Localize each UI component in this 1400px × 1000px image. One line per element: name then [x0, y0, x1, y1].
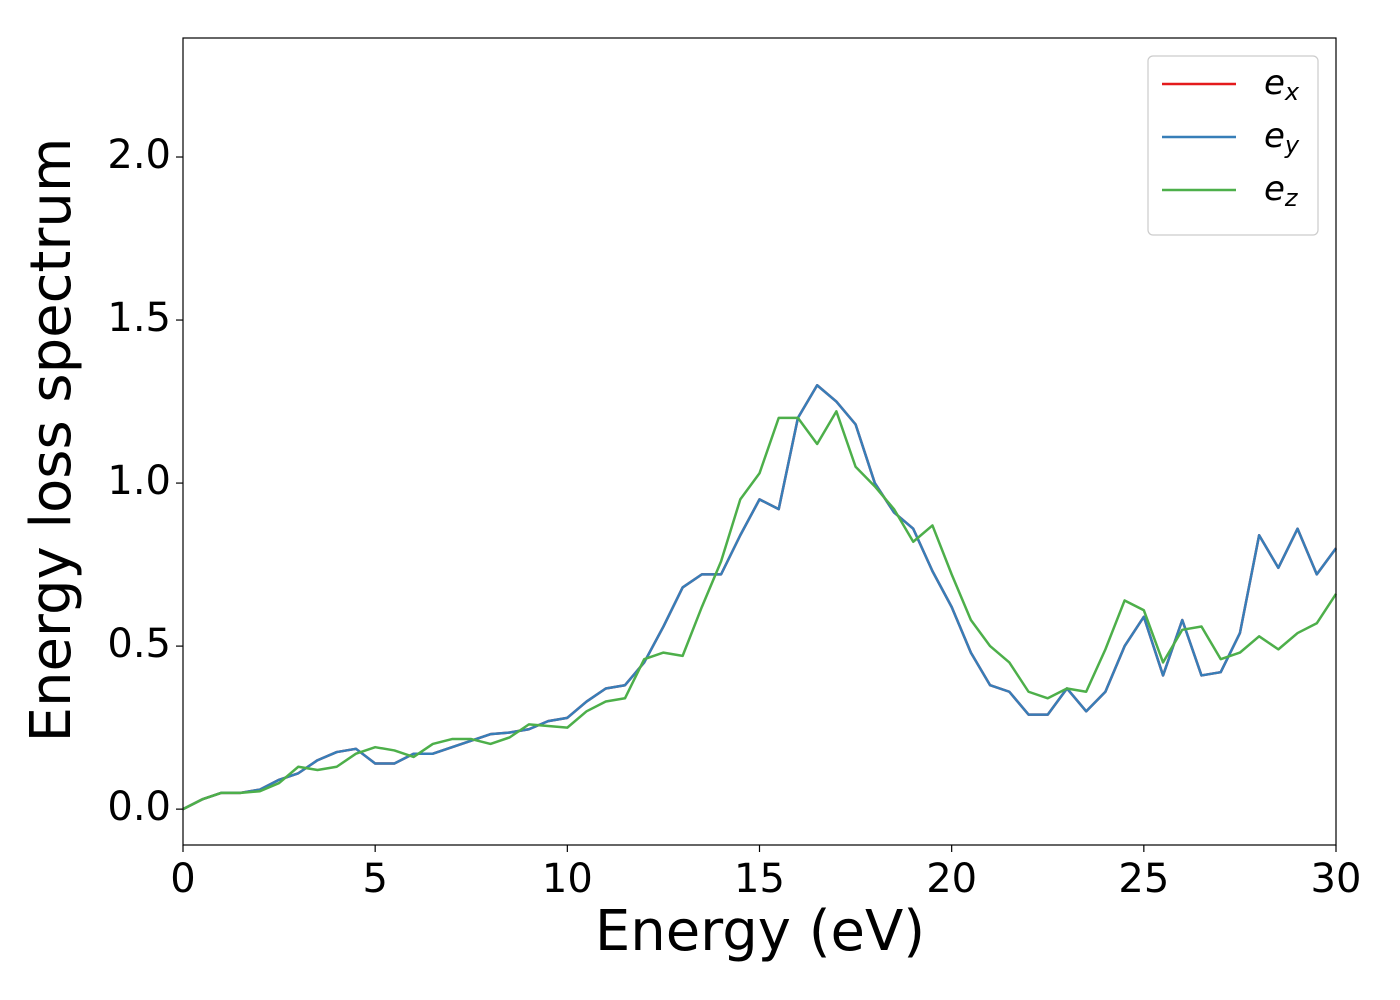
x-tick-label: 0 — [170, 856, 195, 902]
series-line — [182, 384, 1338, 811]
legend-label-sub: z — [1284, 184, 1299, 212]
legend-label: ez — [1264, 169, 1299, 213]
x-tick-label: 5 — [362, 856, 387, 902]
y-axis-label: Energy loss spectrum — [19, 138, 84, 743]
legend-label: ey — [1264, 116, 1300, 160]
x-tick-label: 30 — [1311, 856, 1362, 902]
series-line — [182, 410, 1338, 811]
x-tick-label: 10 — [542, 856, 593, 902]
y-tick-label: 2.0 — [107, 132, 171, 178]
x-tick-label: 25 — [1118, 856, 1169, 902]
legend-label-text: e — [1264, 63, 1285, 103]
series-line — [182, 384, 1338, 811]
legend-label-text: e — [1264, 116, 1285, 156]
x-axis-label: Energy (eV) — [595, 899, 925, 964]
legend-label-sub: y — [1284, 131, 1300, 159]
legend-label-text: e — [1264, 169, 1285, 209]
y-tick-label: 0.0 — [107, 784, 171, 830]
plot-frame — [182, 37, 1337, 846]
y-tick-label: 1.0 — [107, 458, 171, 504]
x-tick-label: 20 — [926, 856, 977, 902]
legend-label: ex — [1264, 63, 1300, 107]
y-tick-label: 1.5 — [107, 295, 171, 341]
y-tick-label: 0.5 — [107, 621, 171, 667]
x-tick-label: 15 — [734, 856, 785, 902]
legend-label-sub: x — [1284, 78, 1300, 106]
